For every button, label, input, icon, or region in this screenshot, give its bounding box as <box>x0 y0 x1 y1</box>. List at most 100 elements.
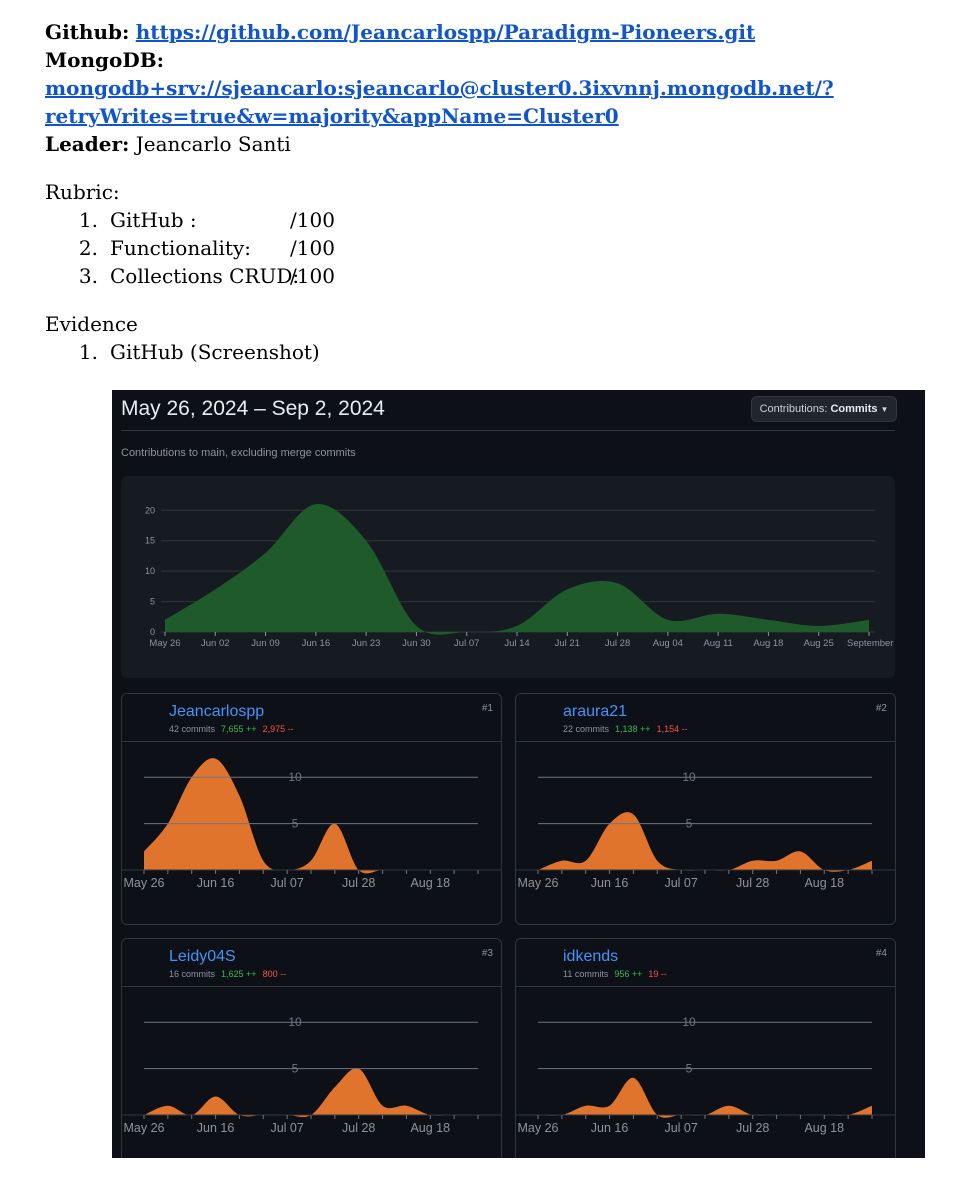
x-tick-label: Jul 07 <box>270 1121 303 1135</box>
x-tick-label: Aug 04 <box>653 638 683 649</box>
y-tick-label: 5 <box>686 1062 693 1076</box>
additions-count: 1,138 ++ <box>615 724 651 734</box>
x-tick-label: Jun 16 <box>197 876 235 890</box>
deletions-count: 800 -- <box>262 969 287 979</box>
x-tick-label: Jul 07 <box>454 638 479 649</box>
main-contributions-chart: 0 5 10 15 20 May 26 Jun 02 Jun 09 Jun 16 Jun 23 Ju… <box>121 476 895 678</box>
x-tick-label: Jul 14 <box>504 638 529 649</box>
x-tick-label: Jun 16 <box>302 638 331 649</box>
contributor-card-header: Leidy04S 16 commits 1,625 ++ 800 -- #3 <box>122 939 501 987</box>
x-tick-label: Jul 07 <box>270 876 303 890</box>
x-tick-label: Jul 28 <box>736 1121 769 1135</box>
y-tick-label: 10 <box>682 770 696 784</box>
contributor-username-link[interactable]: Jeancarlospp <box>169 703 265 720</box>
x-tick-label: Jul 28 <box>342 876 375 890</box>
additions-count: 1,625 ++ <box>221 969 257 979</box>
additions-count: 7,655 ++ <box>221 724 257 734</box>
contributor-rank: #4 <box>875 948 887 959</box>
evidence-number: 1. <box>78 340 98 364</box>
x-tick-label: Jul 21 <box>555 638 580 649</box>
x-tick-label: Jun 16 <box>197 1121 235 1135</box>
document-body: Github: https://github.com/Jeancarlospp/… <box>45 18 945 366</box>
contributor-card: Jeancarlospp 42 commits 7,655 ++ 2,975 -- #1… <box>121 693 502 925</box>
deletions-count: 19 -- <box>648 969 667 979</box>
x-tick-label: September <box>847 638 893 649</box>
x-tick-label: Jun 23 <box>352 638 381 649</box>
x-tick-label: Aug 18 <box>410 1121 450 1135</box>
y-tick-label: 15 <box>145 536 155 546</box>
contributor-stats: 22 commits 1,138 ++ 1,154 -- <box>563 724 688 734</box>
contributor-stats: 16 commits 1,625 ++ 800 -- <box>169 969 286 979</box>
x-tick-label: Aug 11 <box>703 638 732 649</box>
y-tick-label: 20 <box>145 505 155 515</box>
avatar[interactable] <box>522 945 556 979</box>
deletions-count: 2,975 -- <box>262 724 294 734</box>
rubric-item: 2. Functionality: /100 <box>45 234 945 262</box>
mongodb-link-continued[interactable]: retryWrites=true&w=majority&appName=Clus… <box>45 104 619 128</box>
mongodb-link-line-2: retryWrites=true&w=majority&appName=Clus… <box>45 102 945 130</box>
x-tick-label: May 26 <box>149 638 180 649</box>
deletions-count: 1,154 -- <box>656 724 688 734</box>
x-tick-label: Jul 07 <box>664 1121 697 1135</box>
contributor-card-header: araura21 22 commits 1,138 ++ 1,154 -- #2 <box>516 694 895 742</box>
commit-count[interactable]: 42 commits <box>169 724 216 734</box>
x-tick-label: Aug 18 <box>804 1121 844 1135</box>
date-range-title: May 26, 2024 – Sep 2, 2024 <box>121 397 385 420</box>
commit-count[interactable]: 22 commits <box>563 724 610 734</box>
contributor-rank: #2 <box>875 703 887 714</box>
x-tick-label: May 26 <box>518 876 559 890</box>
contributor-username-link[interactable]: idkends <box>563 948 619 965</box>
avatar[interactable] <box>128 945 162 979</box>
additions-count: 956 ++ <box>614 969 643 979</box>
contributor-username-link[interactable]: araura21 <box>563 703 628 720</box>
mongodb-link[interactable]: mongodb+srv://sjeancarlo:sjeancarlo@clus… <box>45 76 834 100</box>
rubric-heading: Rubric: <box>45 180 120 204</box>
contributor-card: idkends 11 commits 956 ++ 19 -- #4 5 10 May 26 J… <box>515 938 896 1158</box>
mongodb-link-line-1: mongodb+srv://sjeancarlo:sjeancarlo@clus… <box>45 74 945 102</box>
leader-line: Leader: Jeancarlo Santi <box>45 130 945 158</box>
contributor-chart-svg: 5 10 May 26 Jun 16 Jul 07 Jul 28 Aug 18 <box>516 770 895 890</box>
x-tick-label: Jul 07 <box>664 876 697 890</box>
y-tick-label: 0 <box>150 627 155 637</box>
commit-count[interactable]: 16 commits <box>169 969 216 979</box>
x-tick-label: Jun 09 <box>251 638 280 649</box>
rubric-label: GitHub : <box>110 208 197 232</box>
contributor-rank: #3 <box>481 948 493 959</box>
contributions-value: Commits <box>830 403 878 415</box>
header-divider <box>121 430 895 431</box>
y-tick-label: 10 <box>145 566 155 576</box>
contributor-chart-svg: 5 10 May 26 Jun 16 Jul 07 Jul 28 Aug 18 <box>516 1015 895 1135</box>
github-contributors-screenshot: May 26, 2024 – Sep 2, 2024 Contributions… <box>112 390 925 1158</box>
contributor-username-link[interactable]: Leidy04S <box>169 948 236 965</box>
x-tick-label: May 26 <box>124 1121 165 1135</box>
contributor-card-header: Jeancarlospp 42 commits 7,655 ++ 2,975 -- #1 <box>122 694 501 742</box>
rubric-label: Functionality: <box>110 236 251 260</box>
contributions-dropdown[interactable]: Contributions: Commits ▼ <box>751 396 897 422</box>
avatar[interactable] <box>128 700 162 734</box>
contributor-card: Leidy04S 16 commits 1,625 ++ 800 -- #3 5 10 May… <box>121 938 502 1158</box>
contributor-area-series <box>144 1068 478 1118</box>
avatar[interactable] <box>522 700 556 734</box>
rubric-item: 3. Collections CRUD: /100 <box>45 262 945 290</box>
y-tick-label: 5 <box>150 597 155 607</box>
chart-subtitle: Contributions to main, excluding merge c… <box>121 447 356 459</box>
contributor-chart-svg: 5 10 May 26 Jun 16 Jul 07 Jul 28 Aug 18 <box>122 758 501 890</box>
rubric-label: Collections CRUD: <box>110 264 300 288</box>
evidence-label: GitHub (Screenshot) <box>110 340 320 364</box>
x-tick-label: May 26 <box>124 876 165 890</box>
leader-label: Leader: <box>45 132 130 156</box>
github-link[interactable]: https://github.com/Jeancarlospp/Paradigm… <box>135 20 756 44</box>
contributions-prefix: Contributions: <box>759 403 828 415</box>
evidence-list: 1. GitHub (Screenshot) <box>45 338 945 366</box>
x-tick-label: Jul 28 <box>736 876 769 890</box>
x-tick-label: Jun 16 <box>591 876 629 890</box>
github-label: Github: <box>45 20 130 44</box>
commit-count[interactable]: 11 commits <box>563 969 609 979</box>
contributor-area-series <box>538 812 872 872</box>
x-tick-label: Aug 18 <box>410 876 450 890</box>
contributor-card-header: idkends 11 commits 956 ++ 19 -- #4 <box>516 939 895 987</box>
y-tick-label: 10 <box>288 1015 302 1029</box>
contributor-area-series <box>144 758 478 874</box>
x-tick-label: Aug 25 <box>804 638 834 649</box>
contributor-stats: 42 commits 7,655 ++ 2,975 -- <box>169 724 294 734</box>
